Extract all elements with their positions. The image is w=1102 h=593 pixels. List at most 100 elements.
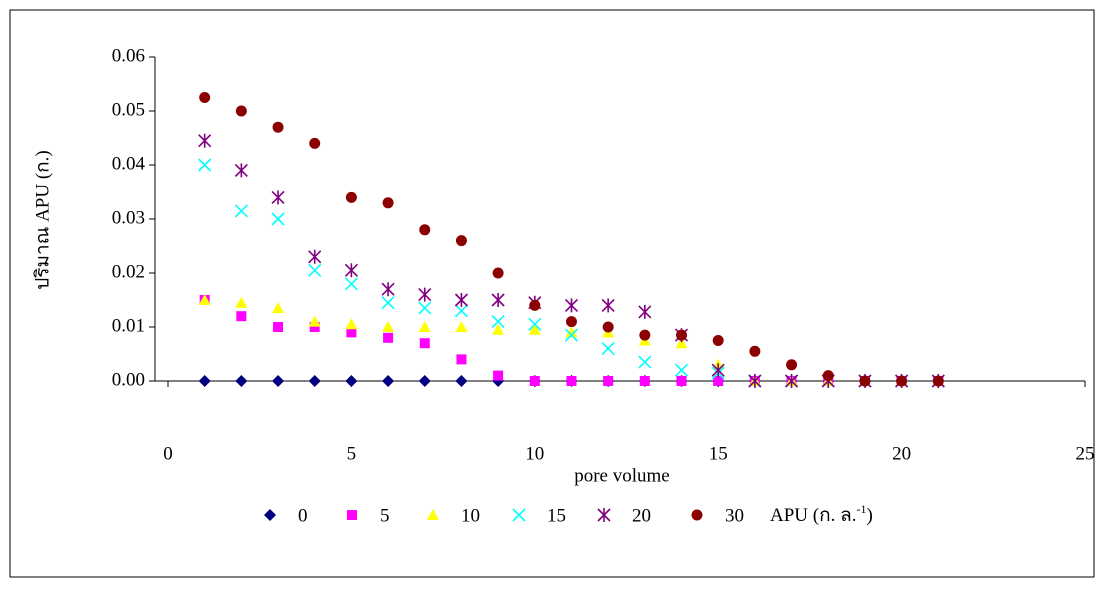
marker-circle — [272, 121, 284, 133]
marker-circle — [859, 375, 871, 387]
y-tick-label: 0.02 — [112, 261, 145, 282]
legend-title-part: APU (ก. ล. — [770, 505, 856, 526]
marker-diamond — [264, 509, 276, 521]
marker-diamond — [308, 375, 321, 387]
marker-circle — [932, 375, 944, 387]
marker-star — [418, 287, 432, 302]
y-axis-label: ปริมาณ APU (ก.) — [32, 150, 53, 290]
marker-square — [273, 322, 284, 332]
marker-diamond — [382, 375, 395, 387]
marker-circle — [712, 335, 724, 346]
marker-triangle — [565, 326, 578, 338]
marker-circle — [602, 321, 614, 333]
legend-label: 10 — [461, 505, 480, 526]
marker-star — [638, 304, 652, 319]
marker-star — [234, 163, 248, 178]
marker-x — [308, 263, 322, 277]
marker-star — [491, 293, 505, 307]
marker-circle — [309, 137, 321, 149]
marker-x — [638, 355, 652, 369]
marker-circle — [235, 105, 247, 117]
marker-square — [493, 370, 504, 381]
marker-square — [603, 376, 614, 386]
marker-circle — [691, 509, 703, 521]
marker-x — [491, 315, 505, 329]
marker-star — [601, 298, 615, 313]
marker-circle — [419, 224, 431, 236]
marker-square — [566, 376, 577, 386]
marker-triangle — [345, 318, 358, 330]
legend-title-part: ) — [866, 505, 872, 526]
marker-x — [381, 296, 395, 310]
legend-label: 5 — [380, 505, 390, 526]
marker-circle — [492, 267, 504, 279]
y-tick-label: 0.05 — [112, 99, 145, 120]
marker-x — [271, 212, 285, 226]
y-tick-label: 0.01 — [112, 315, 145, 336]
marker-circle — [749, 345, 761, 357]
marker-square — [456, 354, 467, 365]
marker-star — [308, 249, 322, 264]
marker-circle — [199, 92, 211, 103]
marker-circle — [786, 359, 798, 371]
y-tick-label: 0.06 — [112, 45, 145, 66]
marker-circle — [455, 235, 467, 247]
marker-square — [713, 376, 724, 386]
marker-triangle — [235, 296, 248, 308]
x-axis-label: pore volume — [574, 465, 670, 486]
marker-x — [198, 158, 212, 172]
marker-star — [454, 293, 469, 307]
marker-square — [529, 376, 540, 386]
legend-label: 20 — [632, 505, 651, 526]
marker-triangle — [272, 302, 285, 314]
marker-circle — [822, 370, 834, 382]
legend-label: 15 — [547, 505, 566, 526]
marker-star — [784, 374, 799, 388]
marker-square — [419, 338, 430, 349]
legend-title: APU (ก. ล.-1) — [770, 502, 873, 527]
marker-x — [674, 363, 689, 377]
marker-square — [347, 510, 357, 520]
x-tick-label: 25 — [1076, 443, 1095, 464]
y-tick-label: 0.00 — [112, 369, 145, 390]
marker-x — [344, 277, 358, 291]
marker-square — [346, 327, 357, 338]
marker-triangle — [198, 294, 211, 305]
marker-x — [564, 328, 579, 342]
marker-star — [711, 363, 725, 378]
marker-diamond — [198, 375, 211, 387]
marker-x — [528, 317, 542, 331]
marker-circle — [382, 197, 394, 209]
marker-triangle — [528, 323, 541, 335]
marker-square — [676, 376, 687, 386]
x-tick-label: 15 — [709, 443, 728, 464]
marker-star — [597, 508, 611, 522]
chart-frame — [9, 9, 1095, 578]
marker-square — [383, 332, 394, 343]
marker-x — [418, 301, 432, 315]
marker-square — [309, 322, 320, 332]
x-tick-label: 20 — [892, 443, 911, 464]
marker-triangle — [418, 321, 431, 332]
marker-x — [512, 508, 526, 522]
marker-star — [748, 374, 762, 388]
legend-label: 0 — [298, 505, 308, 526]
marker-star — [344, 263, 358, 278]
marker-x — [601, 342, 615, 356]
marker-triangle — [675, 337, 688, 349]
marker-star — [271, 190, 285, 205]
marker-diamond — [272, 375, 285, 387]
marker-square — [236, 311, 247, 322]
marker-diamond — [418, 375, 431, 387]
y-tick-label: 0.04 — [112, 153, 146, 174]
marker-triangle — [455, 321, 468, 332]
marker-star — [564, 298, 579, 313]
marker-circle — [676, 329, 688, 341]
marker-triangle — [308, 315, 321, 327]
marker-triangle — [492, 323, 505, 335]
marker-diamond — [345, 375, 358, 387]
marker-star — [381, 282, 395, 297]
marker-circle — [529, 299, 541, 311]
marker-circle — [639, 329, 651, 341]
